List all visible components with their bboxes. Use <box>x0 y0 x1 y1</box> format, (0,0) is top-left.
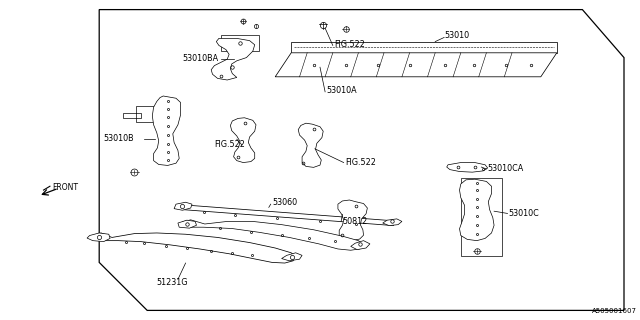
Polygon shape <box>298 123 323 167</box>
Polygon shape <box>447 163 488 172</box>
Text: 50812: 50812 <box>342 217 367 226</box>
Polygon shape <box>152 96 180 165</box>
Text: FIG.522: FIG.522 <box>346 158 376 167</box>
Polygon shape <box>182 220 364 250</box>
Polygon shape <box>178 220 196 228</box>
Text: FIG.522: FIG.522 <box>334 40 365 49</box>
Polygon shape <box>351 241 370 250</box>
Text: 53010BA: 53010BA <box>182 54 218 63</box>
Text: 53010CA: 53010CA <box>488 164 524 173</box>
Polygon shape <box>182 205 394 226</box>
Polygon shape <box>211 38 255 80</box>
Text: A505001607: A505001607 <box>592 308 637 314</box>
Polygon shape <box>230 118 256 163</box>
Text: 53010C: 53010C <box>509 209 540 218</box>
Polygon shape <box>460 179 494 241</box>
Polygon shape <box>338 200 367 241</box>
Polygon shape <box>174 202 192 210</box>
Text: 51231G: 51231G <box>157 278 188 287</box>
Text: FIG.522: FIG.522 <box>214 140 245 149</box>
Text: FRONT: FRONT <box>52 183 79 192</box>
Text: 53010: 53010 <box>445 31 470 40</box>
Polygon shape <box>87 233 110 242</box>
Polygon shape <box>291 42 557 53</box>
Polygon shape <box>383 219 402 226</box>
Polygon shape <box>282 253 302 261</box>
Text: 53010A: 53010A <box>326 86 357 95</box>
Polygon shape <box>275 53 557 77</box>
Text: 53060: 53060 <box>272 198 297 207</box>
Polygon shape <box>95 233 296 263</box>
Text: 53010B: 53010B <box>104 134 134 143</box>
